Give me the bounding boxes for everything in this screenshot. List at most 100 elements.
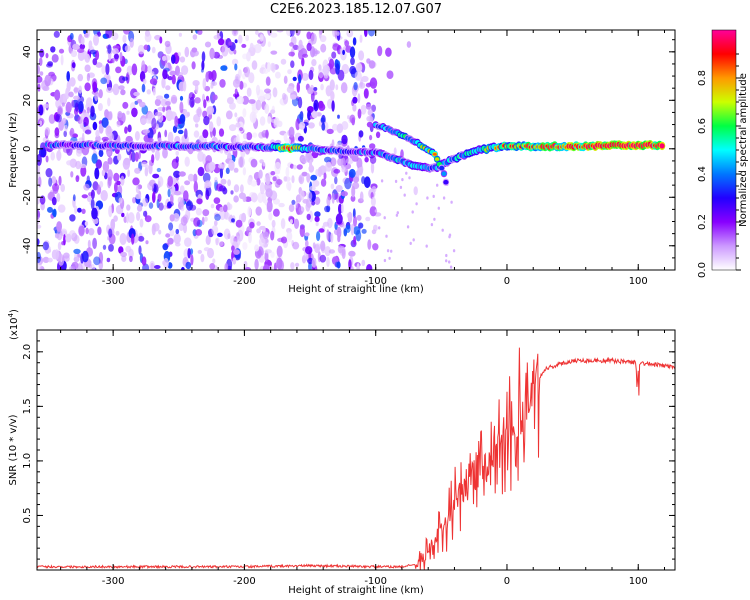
- spectrogram-noise-speck: [217, 38, 225, 46]
- spectrogram-noise-speck: [318, 100, 324, 109]
- spectrogram-noise-speck: [157, 176, 164, 188]
- spectrogram-noise-speck: [63, 130, 67, 137]
- spectrogram-noise-speck: [359, 34, 363, 43]
- spectrogram-noise-speck: [369, 206, 377, 217]
- spectrogram-noise-speck: [352, 96, 358, 104]
- spectrogram-noise-speck: [229, 124, 237, 132]
- spectrogram-noise-speck: [45, 52, 49, 59]
- spectrogram-noise-speck: [248, 231, 252, 244]
- spectrogram-noise-speck: [210, 203, 215, 209]
- spectrogram-noise-speck: [191, 47, 198, 53]
- spectrogram-noise-speck: [105, 63, 110, 75]
- spectrogram-noise-speck: [272, 87, 278, 98]
- spectrogram-noise-speck: [197, 151, 205, 162]
- spectrogram-noise-speck: [205, 155, 212, 165]
- spectrogram-noise-speck: [204, 180, 212, 189]
- spectrogram-noise-speck: [357, 93, 361, 104]
- spectrogram-noise-speck: [84, 64, 91, 73]
- spectrogram-noise-speck: [212, 94, 218, 101]
- spectrogram-noise-speck: [320, 43, 327, 53]
- snr-panel: -300 -200 -100 0 100 0.5 1.0 1.5 2.0 Height of s…: [7, 309, 676, 596]
- spectrogram-noise-speck: [184, 180, 191, 186]
- spectrogram-y-axis-label: Frequency (Hz): [8, 112, 19, 188]
- spectrogram-noise-speck: [326, 196, 331, 207]
- spectrogram-noise-speck: [80, 165, 87, 177]
- spectrogram-noise-speck: [128, 212, 135, 224]
- spectrogram-noise-speck: [219, 206, 224, 213]
- spectrogram-noise-speck: [332, 43, 340, 51]
- spectrogram-noise-speck: [372, 243, 379, 251]
- spectrogram-noise-speck: [299, 111, 304, 120]
- spectrogram-noise-speck: [106, 87, 114, 93]
- spectrogram-branch-track-segment: [432, 153, 437, 156]
- spectrogram-noise-speck: [331, 100, 335, 112]
- spectrogram-noise-speck: [53, 30, 60, 38]
- spectrogram-noise-speck: [72, 43, 80, 51]
- spectrogram-noise-speck: [298, 39, 303, 49]
- spectrogram-noise-speck: [365, 216, 371, 222]
- spectrogram-noise-speck: [273, 208, 280, 217]
- spectrogram-noise-speck: [62, 93, 67, 103]
- spectrogram-noise-speck: [290, 30, 295, 37]
- spectrogram-noise-speck: [107, 97, 111, 107]
- spectrogram-noise-speck: [304, 232, 310, 237]
- spectrogram-noise-speck: [355, 62, 363, 73]
- spectrogram-noise-speck: [156, 95, 164, 100]
- spectrogram-noise-speck: [265, 76, 271, 86]
- spectrogram-noise-speck: [390, 249, 393, 253]
- spectrogram-noise-speck: [210, 81, 218, 87]
- spectrogram-noise-speck: [296, 164, 303, 170]
- spectrogram-noise-speck: [335, 185, 343, 192]
- spectrogram-noise-speck: [38, 57, 43, 66]
- spectrogram-noise-speck: [70, 50, 78, 58]
- spectrogram-noise-speck: [433, 217, 436, 221]
- spectrogram-noise-speck: [37, 64, 40, 75]
- spectrogram-noise-speck: [361, 75, 369, 83]
- spectrogram-noise-speck: [314, 244, 320, 254]
- spectrogram-noise-speck: [281, 92, 287, 101]
- spectrogram-x-axis-label: Height of straight line (km): [288, 284, 424, 295]
- spectrogram-noise-speck: [140, 118, 147, 125]
- spectrogram-noise-speck: [54, 233, 60, 239]
- spectrogram-noise-speck: [336, 123, 344, 134]
- spectrogram-noise-speck: [92, 237, 97, 250]
- spectrogram-noise-speck: [209, 47, 215, 60]
- spectrogram-noise-speck: [98, 89, 103, 99]
- spectrogram-noise-speck: [97, 103, 103, 111]
- spectrogram-noise-speck: [78, 261, 82, 270]
- spectrogram-noise-speck: [152, 87, 156, 96]
- snr-y-axis-label: SNR (10 * v/v): [8, 414, 19, 485]
- spectrogram-noise-speck: [352, 182, 360, 190]
- spectrogram-noise-speck: [151, 46, 156, 54]
- spectrogram-noise-speck: [320, 178, 327, 187]
- spectrogram-noise-speck: [324, 156, 332, 163]
- spectrogram-noise-speck: [65, 101, 72, 114]
- spectrogram-noise-speck: [58, 48, 65, 54]
- spectrogram-noise-speck: [292, 164, 297, 170]
- spectrogram-noise-speck: [330, 183, 335, 190]
- spectrogram-noise-speck: [142, 197, 149, 207]
- spectrogram-noise-speck: [65, 235, 72, 243]
- spectrogram-noise-speck: [162, 55, 167, 62]
- spectrogram-noise-speck: [326, 128, 334, 135]
- spectrogram-noise-speck: [181, 65, 189, 75]
- spectrogram-noise-speck: [246, 132, 253, 141]
- spectrogram-noise-speck: [170, 193, 174, 205]
- spectrogram-x-tick-label: 0: [504, 276, 510, 287]
- spectrogram-noise-speck: [196, 198, 203, 205]
- spectrogram-noise-speck: [157, 193, 162, 202]
- spectrogram-noise-speck: [187, 173, 195, 182]
- spectrogram-noise-speck: [234, 39, 238, 44]
- spectrogram-noise-speck: [240, 184, 244, 194]
- spectrogram-noise-speck: [212, 258, 216, 264]
- spectrogram-noise-speck: [394, 179, 398, 183]
- spectrogram-noise-speck: [432, 194, 435, 198]
- spectrogram-noise-speck: [318, 228, 325, 233]
- spectrogram-noise-speck: [77, 48, 85, 53]
- spectrogram-noise-speck: [353, 235, 357, 245]
- spectrogram-noise-speck: [39, 48, 45, 58]
- spectrogram-noise-speck: [115, 66, 122, 74]
- spectrogram-noise-speck: [224, 262, 229, 270]
- spectrogram-noise-speck: [69, 230, 76, 239]
- spectrogram-noise-speck: [120, 89, 126, 96]
